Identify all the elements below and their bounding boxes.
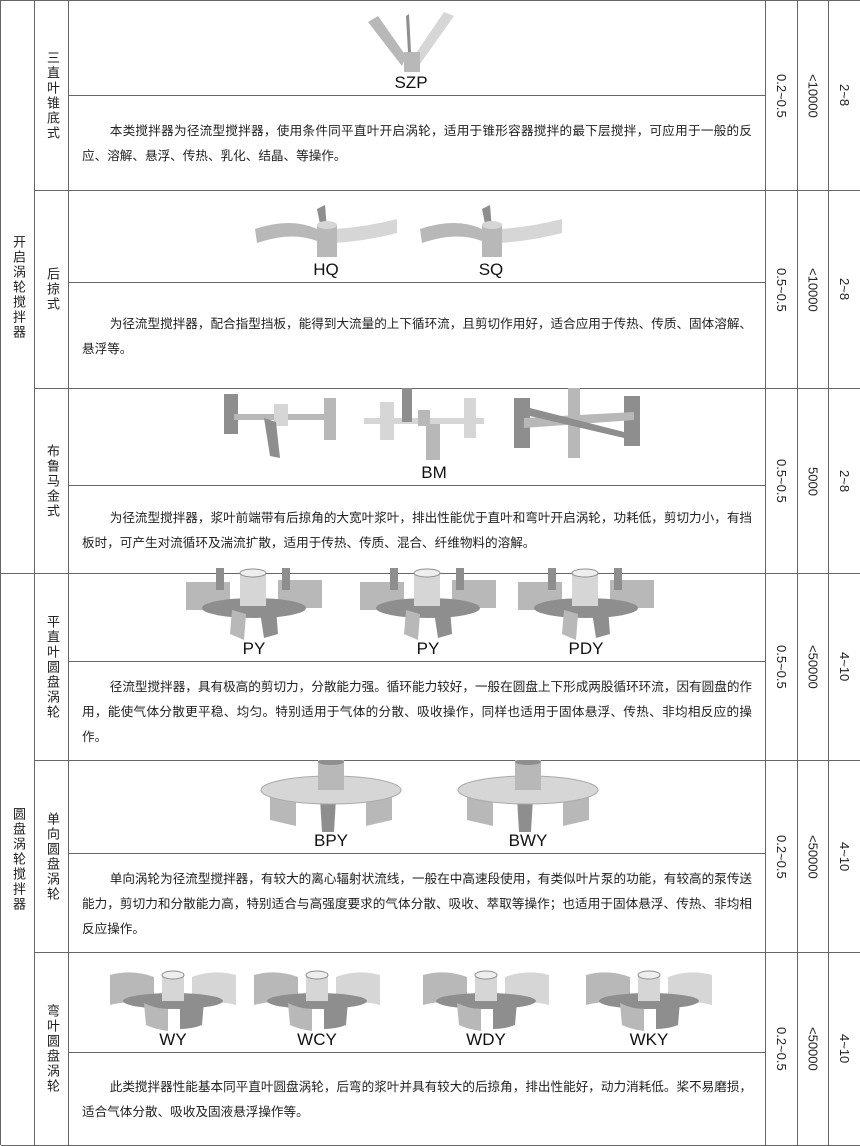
speed-value: 4~10 [829, 761, 860, 953]
impeller-model-label: BM [421, 463, 447, 482]
impeller-figure: PDY [516, 568, 656, 658]
speed-value: 2~8 [829, 1, 860, 191]
group-label: 开启涡轮搅拌器 [1, 1, 35, 574]
impeller-type-label: 后掠式 [35, 191, 69, 389]
impeller-image [224, 388, 640, 460]
ratio-value: 0.5~0.5 [766, 191, 798, 389]
impeller-image [360, 568, 496, 640]
impeller-images: WY WCY WDY WKY [69, 953, 766, 1053]
impeller-figure: BM [224, 388, 644, 482]
impeller-figure: WDY [421, 965, 551, 1049]
impeller-model-label: HQ [313, 260, 339, 279]
impeller-images: HQ SQ [69, 191, 766, 283]
impeller-figure: PY [358, 568, 498, 658]
impeller-type-label: 单向圆盘涡轮 [35, 761, 69, 953]
group-label: 圆盘涡轮搅拌器 [1, 574, 35, 1146]
impeller-model-label: PY [416, 639, 440, 658]
ratio-value: 0.2~0.5 [766, 953, 798, 1146]
impeller-type-label: 弯叶圆盘涡轮 [35, 953, 69, 1146]
ratio-value: 0.5~0.5 [766, 574, 798, 761]
impeller-figure: WY [108, 965, 238, 1049]
impeller-model-label: SZP [394, 73, 428, 92]
impeller-description: 为径流型搅拌器，配合指型挡板，能得到大流量的上下循环流，且剪切作用好，适合应用于… [69, 283, 766, 388]
impeller-description: 本类搅拌器为径流型搅拌器，使用条件同平直叶开启涡轮，适用于锥形容器搅拌的最下层搅… [69, 96, 766, 190]
impeller-model-label: WDY [466, 1030, 506, 1049]
impeller-model-label: PY [242, 639, 266, 658]
ratio-value: 0.5~0.5 [766, 389, 798, 574]
description-text: 单向涡轮为径流型搅拌器，有较大的离心辐射状流线，一般在中高速段使用，有类似叶片泵… [82, 870, 752, 936]
impeller-row: HQ SQ 为径流型搅拌器，配合指型挡板，能得到大流量的上下循环流，且剪切作用好，适… [69, 191, 766, 389]
impeller-figure: HQ [251, 205, 401, 279]
impeller-image [255, 205, 397, 257]
impeller-model-label: WKY [629, 1030, 669, 1049]
impeller-model-label: WY [159, 1030, 187, 1049]
impeller-figure: WKY [584, 965, 714, 1049]
description-text: 径流型搅拌器，具有极高的剪切力，分散能力强。循环能力较好，一般在圆盘上下形成两股… [82, 678, 752, 744]
impeller-figure: WCY [252, 965, 382, 1049]
impeller-image [260, 760, 402, 832]
impeller-image [186, 568, 322, 640]
impeller-description: 为径流型搅拌器，浆叶前端带有后掠角的大宽叶浆叶，排出性能优于直叶和弯叶开启涡轮，… [69, 486, 766, 573]
impeller-row: PY PY PDY 径流型搅拌器，具有极高的剪切力，分散能力强。循环能力较好，一般在圆… [69, 568, 766, 761]
impeller-image [423, 970, 549, 1031]
impeller-images: BPY BWY [69, 760, 766, 854]
impeller-model-label: PDY [568, 639, 604, 658]
impeller-figure: BPY [256, 760, 406, 850]
impeller-row: WY WCY WDY WKY 此类搅拌器性能基本同平直叶圆盘涡轮，后弯的浆叶并具有较大的… [69, 953, 766, 1146]
impeller-type-label: 三直叶锥底式 [35, 1, 69, 191]
impeller-image [254, 970, 380, 1031]
viscosity-value: <10000 [798, 191, 829, 389]
impeller-model-label: BPY [313, 831, 349, 850]
impeller-model-label: WCY [297, 1030, 337, 1049]
speed-value: 4~10 [829, 574, 860, 761]
viscosity-value: 5000 [798, 389, 829, 574]
impeller-description: 此类搅拌器性能基本同平直叶圆盘涡轮，后弯的浆叶并具有较大的后掠角，排出性能好，动… [69, 1053, 766, 1145]
impeller-row: BPY BWY 单向涡轮为径流型搅拌器，有较大的离心辐射状流线，一般在中高速段使用，… [69, 760, 766, 953]
speed-value: 4~10 [829, 953, 860, 1146]
viscosity-value: <50000 [798, 761, 829, 953]
description-text: 为径流型搅拌器，配合指型挡板，能得到大流量的上下循环流，且剪切作用好，适合应用于… [82, 315, 752, 356]
impeller-images: BM [69, 388, 766, 486]
impeller-image [518, 568, 654, 640]
impeller-figure: PY [184, 568, 324, 658]
description-text: 本类搅拌器为径流型搅拌器，使用条件同平直叶开启涡轮，适用于锥形容器搅拌的最下层搅… [82, 123, 752, 163]
viscosity-value: <50000 [798, 574, 829, 761]
impeller-figure: SZP [366, 12, 456, 92]
impeller-model-label: BWY [508, 831, 548, 850]
impeller-model-label: SQ [478, 260, 504, 279]
ratio-value: 0.2~0.5 [766, 761, 798, 953]
impeller-image [110, 970, 236, 1031]
impeller-figure: BWY [453, 760, 603, 850]
impeller-type-label: 布鲁马金式 [35, 389, 69, 574]
ratio-value: 0.2~0.5 [766, 1, 798, 191]
viscosity-value: <50000 [798, 953, 829, 1146]
speed-value: 2~8 [829, 191, 860, 389]
impeller-row: BM 为径流型搅拌器，浆叶前端带有后掠角的大宽叶浆叶，排出性能优于直叶和弯叶开启涡… [69, 388, 766, 574]
speed-value: 2~8 [829, 389, 860, 574]
impeller-images: SZP [69, 1, 766, 96]
impeller-description: 单向涡轮为径流型搅拌器，有较大的离心辐射状流线，一般在中高速段使用，有类似叶片泵… [69, 854, 766, 952]
impeller-image [420, 205, 562, 257]
impeller-images: PY PY PDY [69, 568, 766, 662]
impeller-image [368, 12, 454, 72]
impeller-image [586, 970, 712, 1031]
description-text: 为径流型搅拌器，浆叶前端带有后掠角的大宽叶浆叶，排出性能优于直叶和弯叶开启涡轮，… [82, 509, 752, 550]
impeller-description: 径流型搅拌器，具有极高的剪切力，分散能力强。循环能力较好，一般在圆盘上下形成两股… [69, 662, 766, 760]
impeller-row: SZP 本类搅拌器为径流型搅拌器，使用条件同平直叶开启涡轮，适用于锥形容器搅拌的最… [69, 1, 766, 191]
impeller-image [457, 760, 599, 832]
impeller-figure: SQ [416, 205, 566, 279]
impeller-type-label: 平直叶圆盘涡轮 [35, 574, 69, 761]
viscosity-value: <10000 [798, 1, 829, 191]
description-text: 此类搅拌器性能基本同平直叶圆盘涡轮，后弯的浆叶并具有较大的后掠角，排出性能好，动… [82, 1079, 752, 1119]
